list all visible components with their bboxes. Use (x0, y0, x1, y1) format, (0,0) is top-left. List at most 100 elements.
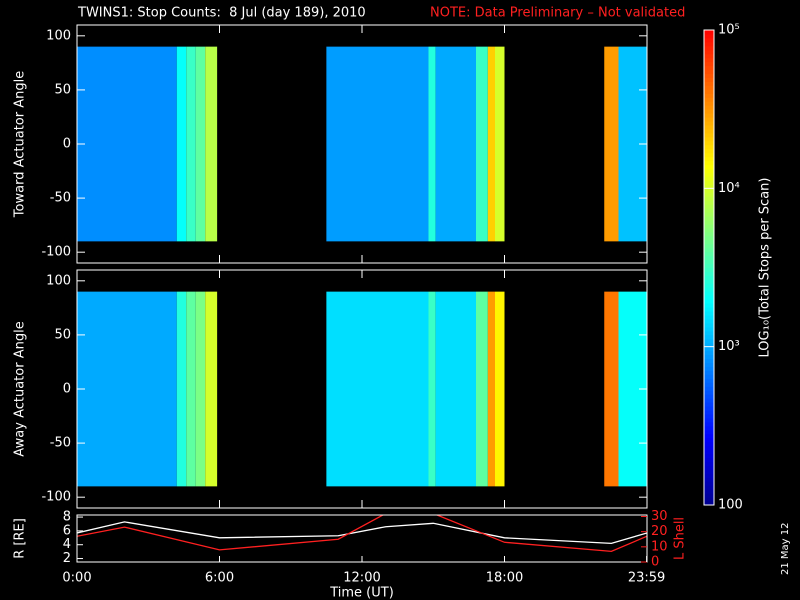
colorbar-swatch (704, 326, 714, 332)
y-axis-label: Toward Actuator Angle (13, 71, 28, 218)
colorbar-swatch (704, 65, 714, 71)
y-axis-label: Away Actuator Angle (13, 321, 28, 456)
x-tick-label: 6:00 (205, 571, 234, 586)
colorbar-swatch (704, 307, 714, 312)
colorbar-label: LOG₁₀(Total Stops per Scan) (758, 178, 773, 358)
colorbar-swatch (704, 501, 714, 506)
heatmap-cell (487, 291, 495, 487)
colorbar-swatch (704, 168, 714, 173)
heatmap-cell (487, 46, 495, 242)
colorbar-swatch (704, 382, 714, 387)
colorbar-swatch (704, 117, 714, 122)
heatmap-cell (428, 46, 436, 242)
heatmap-cell (476, 46, 488, 242)
colorbar-swatch (704, 255, 714, 261)
colorbar-swatch (704, 81, 714, 86)
colorbar-swatch (704, 330, 714, 336)
heatmap-cell (435, 291, 476, 487)
chart-title: TWINS1: Stop Counts: 8 Jul (day 189), 20… (77, 6, 366, 21)
colorbar-swatch (704, 485, 714, 490)
colorbar-swatch (704, 370, 714, 375)
y-tick-label: -50 (50, 436, 71, 451)
colorbar-swatch (704, 386, 714, 391)
colorbar-swatch (704, 85, 714, 90)
heatmap-cell (326, 46, 429, 242)
colorbar-swatch (704, 121, 714, 126)
colorbar-swatch (704, 184, 714, 189)
colorbar-swatch (704, 136, 714, 142)
colorbar-swatch (704, 259, 714, 265)
colorbar-swatch (704, 132, 714, 138)
colorbar-swatch (704, 425, 714, 431)
colorbar-swatch (704, 33, 714, 39)
x-axis-label: Time (UT) (329, 586, 394, 600)
colorbar-swatch (704, 354, 714, 360)
colorbar-swatch (704, 445, 714, 451)
colorbar-swatch (704, 267, 714, 272)
x-tick-label: 0:00 (62, 571, 91, 586)
heatmap-cell (604, 46, 619, 242)
colorbar-swatch (704, 461, 714, 466)
colorbar-swatch (704, 251, 714, 257)
colorbar-swatch (704, 73, 714, 78)
colorbar-swatch (704, 322, 714, 328)
colorbar-swatch (704, 338, 714, 344)
colorbar-swatch (704, 164, 714, 170)
y-tick-label: 50 (54, 82, 71, 97)
y-tick-label: 100 (46, 273, 71, 288)
heatmap-cell (186, 46, 196, 242)
colorbar-swatch (704, 413, 714, 419)
colorbar-swatch (704, 362, 714, 367)
heatmap-cell (435, 46, 476, 242)
note: NOTE: Data Preliminary – Not validated (430, 6, 685, 21)
colorbar-swatch (704, 433, 714, 439)
y-tick-label: 0 (63, 382, 71, 397)
colorbar-swatch (704, 57, 714, 63)
colorbar-swatch (704, 279, 714, 284)
heatmap-cell (186, 291, 196, 487)
colorbar-swatch (704, 417, 714, 423)
colorbar-swatch (704, 101, 714, 106)
colorbar-tick-label: 100 (718, 498, 743, 513)
colorbar-swatch (704, 77, 714, 82)
colorbar-swatch (704, 283, 714, 288)
colorbar-swatch (704, 200, 714, 205)
colorbar-swatch (704, 406, 714, 411)
colorbar-swatch (704, 453, 714, 458)
heatmap-cell (495, 46, 505, 242)
colorbar-swatch (704, 350, 714, 356)
x-tick-label: 12:00 (343, 571, 380, 586)
y2-tick-label: 0 (651, 555, 659, 570)
colorbar-swatch (704, 156, 714, 162)
colorbar-swatch (704, 334, 714, 340)
heatmap-cell (77, 291, 177, 487)
line (77, 521, 647, 544)
colorbar-swatch (704, 220, 714, 225)
colorbar-swatch (704, 212, 714, 217)
colorbar-swatch (704, 223, 714, 229)
y-tick-label: 0 (63, 137, 71, 152)
colorbar-swatch (704, 315, 714, 320)
colorbar-swatch (704, 489, 714, 494)
colorbar-swatch (704, 113, 714, 118)
colorbar-swatch (704, 374, 714, 379)
heatmap-cell (195, 291, 206, 487)
colorbar-tick-label: 10³ (718, 339, 740, 354)
colorbar-swatch (704, 366, 714, 371)
colorbar-tick-label: 10⁵ (718, 23, 740, 38)
colorbar-swatch (704, 247, 714, 253)
colorbar-swatch (704, 204, 714, 209)
heatmap-cell (604, 291, 619, 487)
heatmap-cell (176, 291, 187, 487)
colorbar-swatch (704, 421, 714, 427)
colorbar-swatch (704, 493, 714, 498)
colorbar-swatch (704, 342, 714, 348)
heatmap-cell (205, 46, 218, 242)
colorbar-swatch (704, 97, 714, 102)
heatmap-cell (495, 291, 505, 487)
y-tick-label: 100 (46, 28, 71, 43)
colorbar-swatch (704, 105, 714, 110)
y-tick-label: 8 (63, 510, 71, 525)
colorbar-swatch (704, 473, 714, 478)
colorbar-swatch (704, 180, 714, 185)
